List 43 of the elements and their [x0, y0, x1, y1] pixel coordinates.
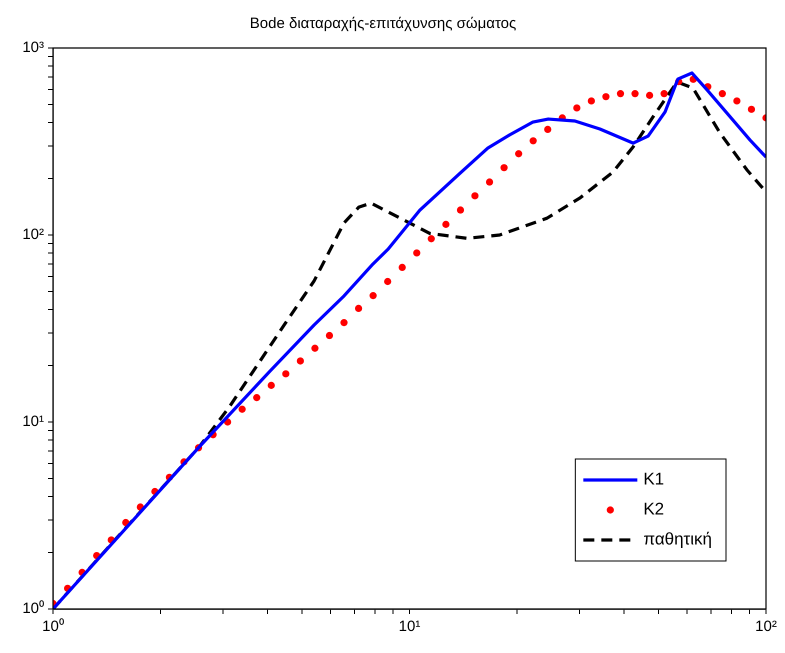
point	[660, 90, 668, 98]
x-tick-label: 10¹	[398, 618, 420, 636]
legend-label: K2	[643, 500, 664, 519]
point	[748, 106, 756, 113]
x-tick-label: 10⁰	[42, 618, 64, 636]
point	[354, 304, 362, 312]
point	[296, 357, 304, 365]
point	[398, 264, 406, 272]
point	[238, 406, 246, 413]
point	[486, 178, 494, 186]
point	[544, 126, 552, 134]
legend-label: παθητική	[643, 530, 712, 549]
point	[268, 382, 275, 389]
point	[471, 192, 479, 200]
point	[646, 92, 654, 99]
point	[370, 292, 377, 300]
x-tick-label: 10²	[755, 618, 777, 636]
point	[718, 90, 726, 98]
point	[326, 332, 334, 340]
point	[588, 97, 595, 105]
y-tick-label: 10⁰	[22, 600, 44, 618]
point	[413, 249, 420, 257]
point	[530, 137, 537, 144]
y-tick-label: 10²	[22, 226, 44, 244]
legend-label: K1	[643, 470, 664, 489]
point	[500, 164, 508, 172]
point	[733, 97, 740, 105]
point	[573, 104, 580, 112]
point	[515, 150, 522, 158]
point	[602, 93, 610, 100]
y-tick-label: 10¹	[22, 413, 44, 430]
point	[340, 319, 348, 326]
point	[456, 206, 464, 214]
point	[311, 344, 319, 352]
point	[442, 220, 450, 228]
point	[253, 394, 260, 402]
point	[428, 235, 435, 242]
point	[631, 90, 639, 98]
point	[616, 90, 624, 98]
chart-title: Bode διαταραχής-επιτάχυνσης σώματος	[250, 15, 516, 32]
y-tick-label: 10³	[22, 39, 44, 56]
point	[282, 370, 290, 378]
point	[384, 278, 392, 286]
